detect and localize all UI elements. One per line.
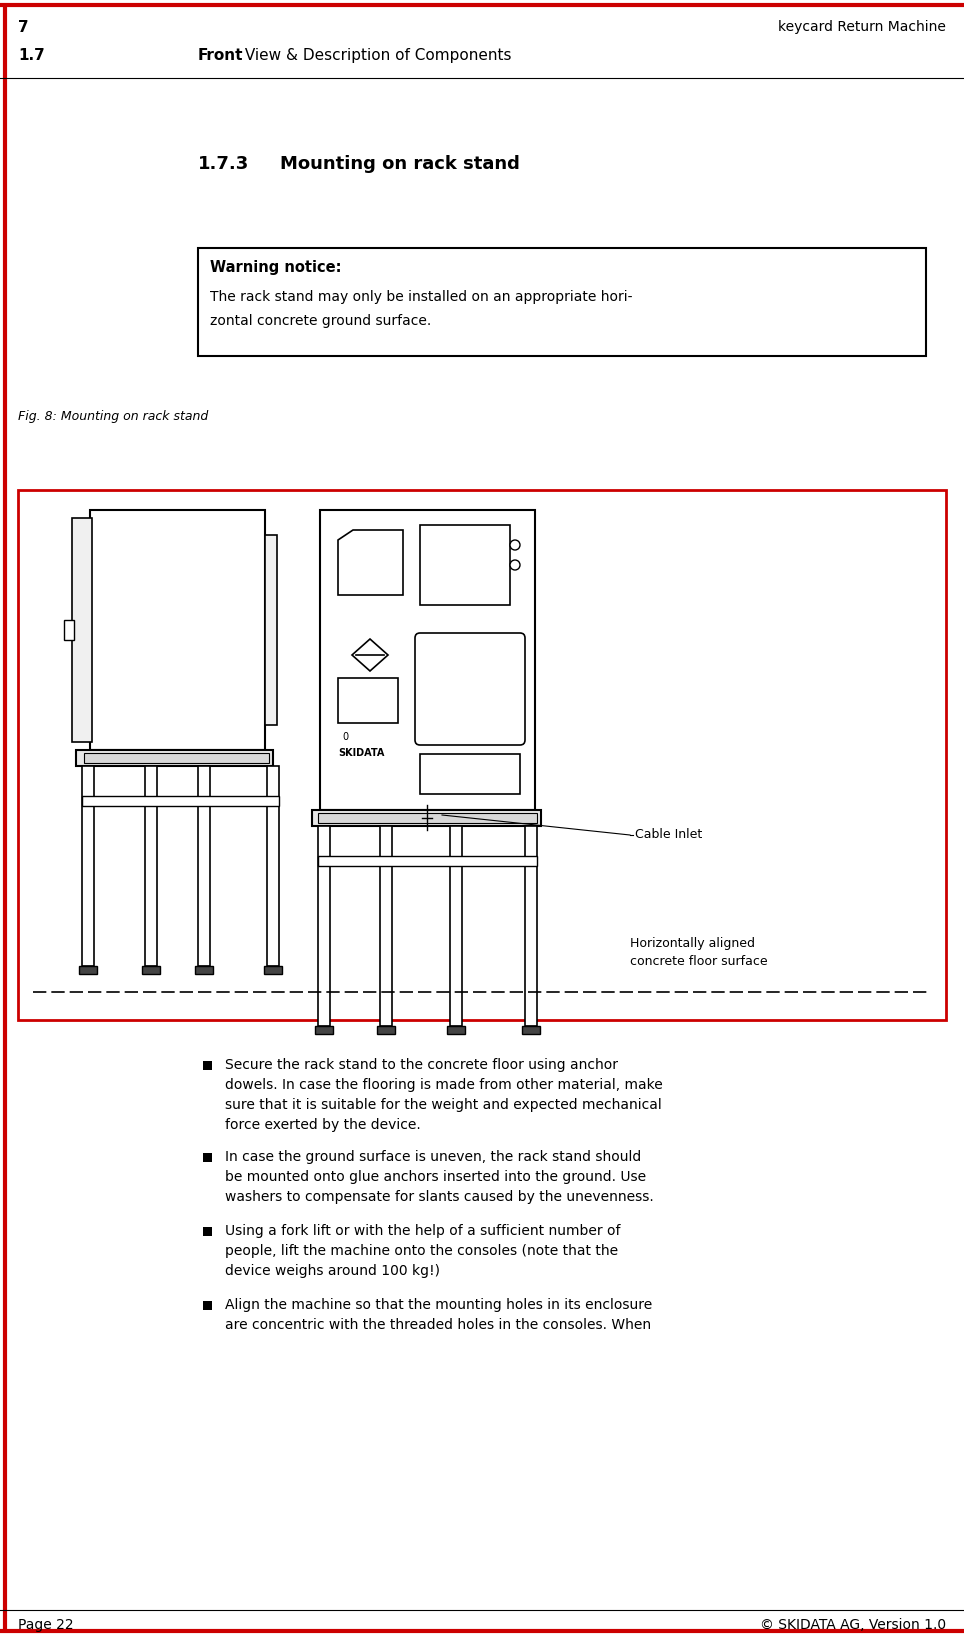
Text: Front: Front [198,47,244,64]
Bar [64,620,74,640]
Bar [203,1227,212,1237]
Bar [265,535,277,725]
Text: In case the ground surface is uneven, the rack stand should
be mounted onto glue: In case the ground surface is uneven, th… [225,1150,654,1204]
Circle shape [510,560,520,569]
Circle shape [510,540,520,550]
Bar [72,519,92,743]
Bar [79,965,97,973]
Text: SKIDATA: SKIDATA [338,748,385,757]
Text: keycard Return Machine: keycard Return Machine [778,20,946,34]
Bar [267,766,279,965]
Bar [203,1301,212,1310]
Text: Using a fork lift or with the help of a sufficient number of
people, lift the ma: Using a fork lift or with the help of a … [225,1224,621,1278]
Bar [338,677,398,723]
Bar [84,753,269,762]
Bar [318,813,537,823]
Bar [198,249,926,357]
Bar [198,766,210,965]
Bar [203,1062,212,1070]
Text: Cable Inlet: Cable Inlet [635,828,702,841]
Bar [447,1026,465,1034]
Bar [142,965,160,973]
Bar [525,826,537,1026]
Text: 0: 0 [342,731,348,743]
Bar [82,797,279,807]
Text: View & Description of Components: View & Description of Components [240,47,512,64]
Bar [90,510,265,749]
Text: Fig. 8: Mounting on rack stand: Fig. 8: Mounting on rack stand [18,411,208,424]
Text: Horizontally aligned
concrete floor surface: Horizontally aligned concrete floor surf… [630,937,767,969]
Text: 1.7.3: 1.7.3 [198,155,250,173]
Bar [318,856,537,865]
Bar [312,810,541,826]
Bar [522,1026,540,1034]
Text: Page 22: Page 22 [18,1618,73,1633]
Text: Secure the rack stand to the concrete floor using anchor
dowels. In case the flo: Secure the rack stand to the concrete fl… [225,1058,663,1132]
Bar [450,826,462,1026]
Bar [420,525,510,605]
Bar [318,826,330,1026]
Polygon shape [338,530,403,596]
Text: © SKIDATA AG, Version 1.0: © SKIDATA AG, Version 1.0 [760,1618,946,1633]
Bar [82,766,94,965]
Bar [203,1153,212,1162]
Bar [377,1026,395,1034]
Text: The rack stand may only be installed on an appropriate hori-: The rack stand may only be installed on … [210,290,632,304]
FancyBboxPatch shape [415,633,525,744]
Text: 7: 7 [18,20,29,34]
Bar [320,510,535,810]
Text: 1.7: 1.7 [18,47,44,64]
Bar [76,749,273,766]
Bar [18,491,946,1019]
Bar [264,965,282,973]
Bar [195,965,213,973]
Bar [315,1026,333,1034]
Bar [145,766,157,965]
Text: zontal concrete ground surface.: zontal concrete ground surface. [210,314,431,327]
Polygon shape [352,640,388,671]
Bar [380,826,392,1026]
Bar [420,754,520,793]
Text: Align the machine so that the mounting holes in its enclosure
are concentric wit: Align the machine so that the mounting h… [225,1297,653,1332]
Text: Mounting on rack stand: Mounting on rack stand [280,155,520,173]
Text: Warning notice:: Warning notice: [210,260,341,275]
